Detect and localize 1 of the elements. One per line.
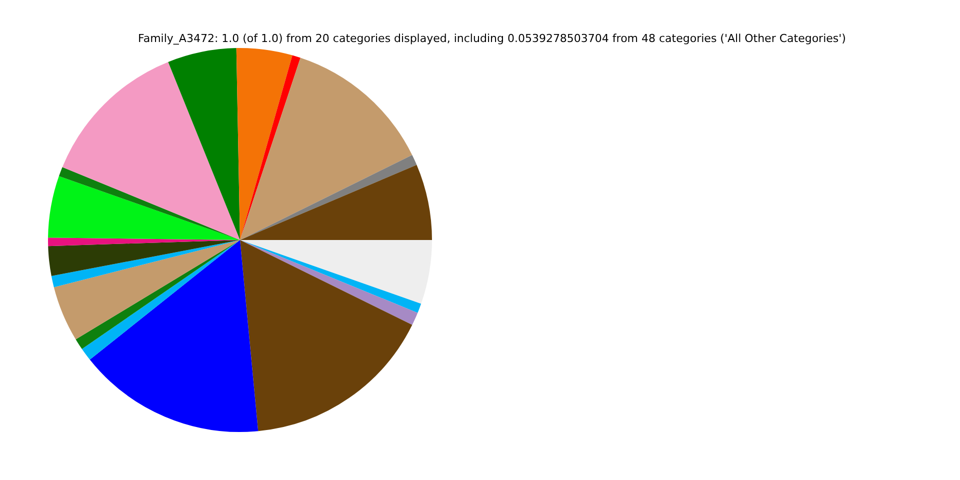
text: Family_A3472: 1.0 (of 1.0) from 20 categories displayed, including 0.0539278503704 from 48 categories ('All Other Categories')	[137, 32, 847, 45]
